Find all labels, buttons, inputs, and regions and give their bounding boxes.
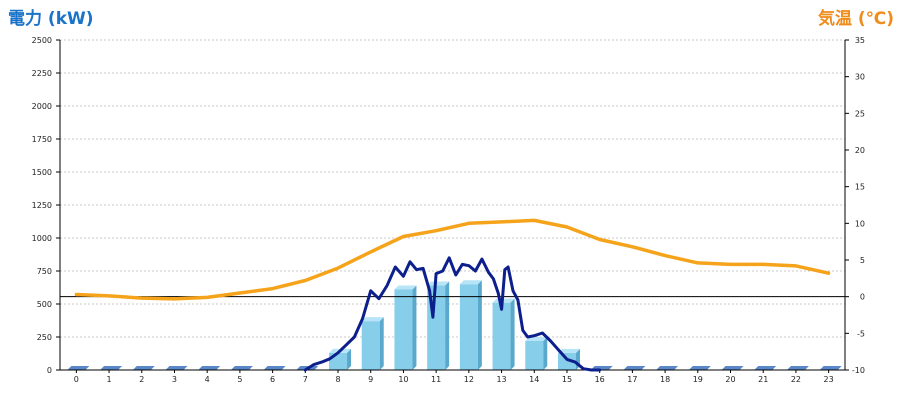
right-tick-label: 5 xyxy=(860,256,865,265)
bar-side xyxy=(543,336,548,370)
bar-side xyxy=(412,285,417,370)
left-tick-label: 250 xyxy=(37,333,52,342)
bar-top xyxy=(361,317,384,322)
x-tick-label: 9 xyxy=(368,375,373,384)
bar-front xyxy=(394,289,413,370)
bar-empty xyxy=(100,366,123,370)
x-tick-label: 21 xyxy=(758,375,768,384)
right-tick-label: -5 xyxy=(857,329,865,338)
temperature-line xyxy=(74,218,831,301)
x-tick-label: 16 xyxy=(595,375,605,384)
x-tick-label: 20 xyxy=(725,375,735,384)
line-layer xyxy=(74,218,831,372)
bar-empty xyxy=(165,366,188,370)
bar-top xyxy=(427,281,450,286)
bar-top xyxy=(459,280,482,285)
bar-empty xyxy=(688,366,711,370)
x-tick-label: 3 xyxy=(172,375,177,384)
right-tick-label: 0 xyxy=(860,293,865,302)
grid-layer xyxy=(60,39,845,338)
bar-front xyxy=(459,284,478,370)
x-tick-label: 11 xyxy=(431,375,441,384)
left-tick-label: 2500 xyxy=(32,36,52,45)
bar-empty xyxy=(230,366,253,370)
bar-side xyxy=(477,280,482,370)
left-tick-label: 1750 xyxy=(32,135,52,144)
axes-layer xyxy=(56,39,849,373)
left-tick-label: 750 xyxy=(37,267,52,276)
right-tick-label: -10 xyxy=(852,366,865,375)
bar-empty xyxy=(623,366,646,370)
x-tick-label: 4 xyxy=(205,375,210,384)
x-tick-label: 12 xyxy=(464,375,474,384)
label-layer: 02505007501000125015001750200022502500-1… xyxy=(32,36,865,384)
left-tick-label: 1000 xyxy=(32,234,52,243)
x-tick-label: 13 xyxy=(496,375,506,384)
bar-top xyxy=(394,285,417,290)
bar-side xyxy=(379,317,384,370)
bar-top xyxy=(525,336,548,341)
x-tick-label: 18 xyxy=(660,375,670,384)
power-line xyxy=(303,256,602,372)
bar-empty xyxy=(656,366,679,370)
x-tick-label: 1 xyxy=(107,375,112,384)
left-tick-label: 1500 xyxy=(32,168,52,177)
x-tick-label: 22 xyxy=(791,375,801,384)
right-axis-title: 気温 (℃) xyxy=(817,8,894,29)
bar-side xyxy=(445,281,450,370)
left-tick-label: 1250 xyxy=(32,201,52,210)
bar-empty xyxy=(721,366,744,370)
left-tick-label: 500 xyxy=(37,300,52,309)
bar-front xyxy=(361,321,380,370)
left-tick-label: 2000 xyxy=(32,102,52,111)
bar-empty xyxy=(198,366,221,370)
bar-top xyxy=(557,348,580,353)
x-tick-label: 17 xyxy=(627,375,637,384)
bar-front xyxy=(329,352,348,370)
bar-side xyxy=(347,348,352,370)
left-tick-label: 2250 xyxy=(32,69,52,78)
bar-front xyxy=(525,340,544,370)
x-tick-label: 8 xyxy=(335,375,340,384)
bar-front xyxy=(492,302,511,370)
x-tick-label: 0 xyxy=(74,375,79,384)
x-tick-label: 2 xyxy=(139,375,144,384)
right-tick-label: 25 xyxy=(855,109,865,118)
right-tick-label: 30 xyxy=(855,73,865,82)
x-tick-label: 5 xyxy=(237,375,242,384)
x-tick-label: 14 xyxy=(529,375,539,384)
bar-side xyxy=(510,298,515,370)
bar-empty xyxy=(132,366,155,370)
right-tick-label: 15 xyxy=(855,183,865,192)
left-tick-label: 0 xyxy=(47,366,52,375)
bar-front xyxy=(557,352,576,370)
x-tick-label: 23 xyxy=(824,375,834,384)
bar-empty xyxy=(819,366,842,370)
x-tick-label: 19 xyxy=(693,375,703,384)
bar-empty xyxy=(263,366,286,370)
x-tick-label: 6 xyxy=(270,375,275,384)
x-tick-label: 7 xyxy=(303,375,308,384)
bar-empty xyxy=(754,366,777,370)
left-axis-title: 電力 (kW) xyxy=(8,8,94,29)
right-tick-label: 10 xyxy=(855,219,865,228)
x-tick-label: 10 xyxy=(398,375,408,384)
bar-empty xyxy=(67,366,90,370)
right-tick-label: 35 xyxy=(855,36,865,45)
bar-layer xyxy=(67,280,842,370)
bar-empty xyxy=(786,366,809,370)
right-tick-label: 20 xyxy=(855,146,865,155)
x-tick-label: 15 xyxy=(562,375,572,384)
